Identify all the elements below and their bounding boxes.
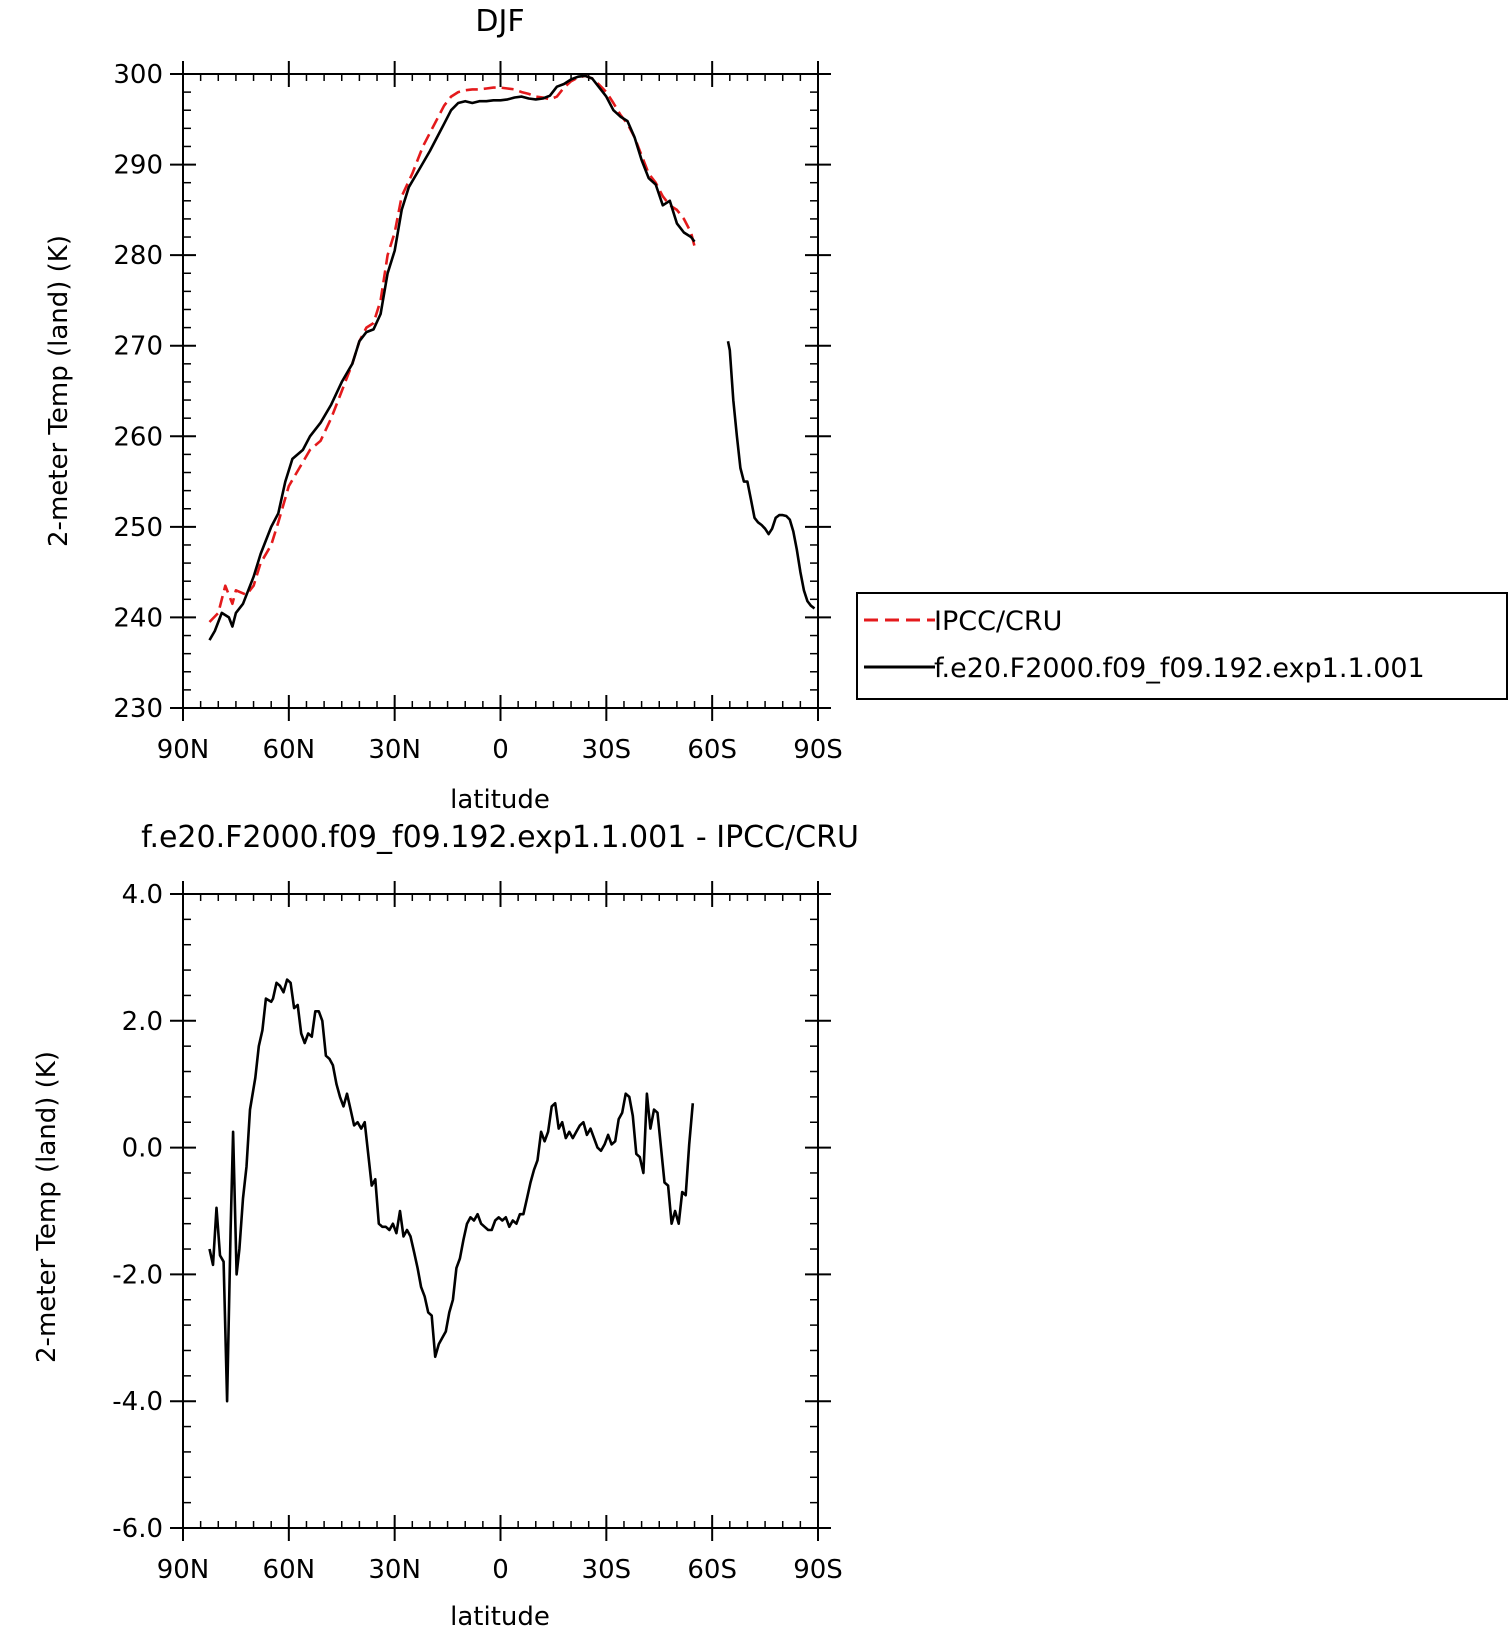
legend-box <box>856 592 1508 700</box>
bottom-x-tick-label: 30N <box>368 1555 421 1585</box>
top-y-tick-label: 230 <box>113 694 163 724</box>
bottom-y-tick-label: 4.0 <box>122 880 163 910</box>
top-y-tick-label: 270 <box>113 332 163 362</box>
top-plot-area: 90N 60N 30N 0 30S 60S 90S 230 240 250 260 270 280 290… <box>113 60 842 765</box>
top-x-tick-label: 30S <box>582 735 632 765</box>
bottom-x-tick-label: 90S <box>793 1555 843 1585</box>
top-y-tick-label: 290 <box>113 151 163 181</box>
top-x-tick-label: 30N <box>368 735 421 765</box>
legend: IPCC/CRU f.e20.F2000.f09_f09.192.exp1.1.… <box>856 592 1508 700</box>
top-y-axis-label: 2-meter Temp (land) (K) <box>44 235 74 547</box>
top-y-tick-label: 250 <box>113 513 163 543</box>
top-y-tick-label: 260 <box>113 422 163 452</box>
top-x-tick-label: 60S <box>687 735 737 765</box>
top-x-tick-label: 90S <box>793 735 843 765</box>
bottom-y-axis-label: 2-meter Temp (land) (K) <box>32 1051 62 1363</box>
bottom-chart-title: f.e20.F2000.f09_f09.192.exp1.1.001 - IPC… <box>141 820 859 855</box>
bottom-x-tick-label: 30S <box>582 1555 632 1585</box>
bottom-x-tick-label: 90N <box>157 1555 210 1585</box>
bottom-series-0-line <box>208 978 695 1403</box>
top-x-tick-label: 90N <box>157 735 210 765</box>
top-plot-frame <box>182 73 819 709</box>
bottom-plot-lines <box>208 978 695 1403</box>
legend-label-model: f.e20.F2000.f09_f09.192.exp1.1.001 <box>934 653 1425 684</box>
top-x-axis-label: latitude <box>450 785 550 815</box>
bottom-x-tick-label: 0 <box>492 1555 509 1585</box>
top-plot-lines <box>208 74 816 641</box>
top-chart-title: DJF <box>475 4 524 39</box>
top-series-1-line <box>208 74 696 641</box>
top-series-1-line <box>726 340 816 610</box>
legend-label-ipcc-cru: IPCC/CRU <box>934 606 1062 637</box>
top-x-tick-label: 0 <box>492 735 509 765</box>
bottom-x-axis-label: latitude <box>450 1602 550 1632</box>
top-y-tick-label: 280 <box>113 241 163 271</box>
bottom-y-tick-label: -2.0 <box>112 1260 163 1290</box>
bottom-plot-area: 90N 60N 30N 0 30S 60S 90S -6.0 -4.0 -2.0 0.0 2.0 4.0 <box>112 880 843 1585</box>
top-y-tick-label: 240 <box>113 603 163 633</box>
top-x-tick-label: 60N <box>263 735 316 765</box>
top-series-0-line <box>208 74 696 623</box>
bottom-y-tick-label: 0.0 <box>122 1134 163 1164</box>
bottom-y-tick-label: -4.0 <box>112 1387 163 1417</box>
bottom-panel: f.e20.F2000.f09_f09.192.exp1.1.001 - IPC… <box>32 820 859 1632</box>
bottom-plot-frame <box>182 893 819 1529</box>
bottom-y-tick-label: -6.0 <box>112 1514 163 1544</box>
top-y-tick-label: 300 <box>113 60 163 90</box>
bottom-x-tick-label: 60N <box>263 1555 316 1585</box>
bottom-x-tick-label: 60S <box>687 1555 737 1585</box>
bottom-y-tick-label: 2.0 <box>122 1007 163 1037</box>
top-panel: DJF 90N 60N 30N 0 30S 60S 90S 230 240 250 260 270 28… <box>44 4 843 815</box>
